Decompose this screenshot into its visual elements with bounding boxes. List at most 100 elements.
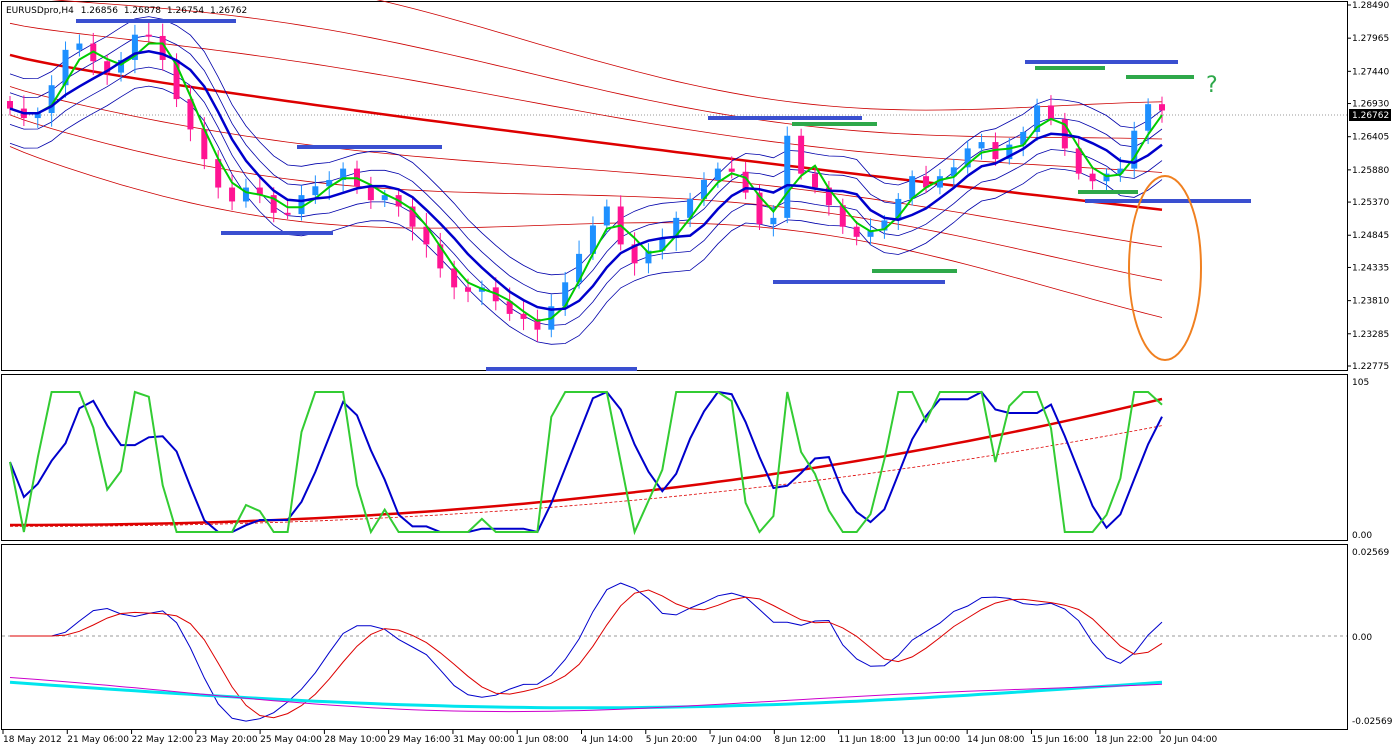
macd-long-signal [9,677,1163,713]
price-tick-label: 1.22775 [1352,362,1389,372]
ohlc-low: 1.26754 [167,6,204,16]
price-tick-label: 1.25880 [1352,166,1389,176]
candle-bull [1145,104,1152,131]
candle-bear [187,99,194,130]
price-tick-label: 1.23810 [1352,297,1389,307]
candle-bear [270,195,277,213]
envelope-lower [9,114,1163,281]
candle-bear [534,318,541,330]
candle-bull [895,198,902,221]
candle-bull [950,167,957,177]
candle-bear [1075,148,1082,174]
candle-bull [714,168,721,180]
time-tick-label: 18 Jun 22:00 [1096,735,1153,745]
candle-bull [1020,131,1027,145]
time-tick-label: 8 Jun 12:00 [774,735,826,745]
time-tick-label: 14 Jun 08:00 [967,735,1024,745]
price-tick-label: 1.26405 [1352,133,1389,143]
stochastic-lines [9,390,1163,536]
candle-bear [451,268,458,288]
candle-bear [1159,104,1165,111]
candle-bear [853,226,860,237]
time-tick-label: 1 Jun 08:00 [517,735,569,745]
candle-bull [659,238,666,251]
time-tick-label: 18 May 2012 [3,735,62,745]
candle-bull [1131,130,1138,169]
candle-bull [1034,105,1041,132]
price-tick-label: 1.27965 [1352,34,1389,44]
candle-bull [312,186,319,196]
candle-bear [825,187,832,206]
candle-bear [742,171,749,193]
ohlc-open: 1.26856 [81,6,118,16]
candle-bear [7,101,13,109]
price-tick-label: 1.28490 [1352,1,1389,11]
macd-signal-line [10,589,1163,719]
envelope-upper [376,0,1163,111]
candle-bull [298,195,305,215]
price-axis: 1.28490 1.27965 1.27440 1.26930 1.26405 1.258… [1347,1,1389,372]
band-lower [9,66,1163,326]
candle-bear [256,187,263,196]
envelope-lines [9,0,1163,318]
candle-bear [728,168,735,172]
candle-bear [159,35,166,60]
candle-bear [1047,105,1054,120]
macd-long-line [9,680,1163,710]
current-price-box [1349,109,1391,121]
candle-bull [784,135,791,218]
candle-bull [603,206,610,226]
candle-bear [437,244,444,269]
macd-tick-zero: 0.00 [1352,633,1372,643]
time-tick-label: 20 Jun 04:00 [1160,735,1217,745]
stochastic-tick-top: 105 [1352,378,1369,388]
time-tick-label: 22 May 12:00 [132,735,194,745]
candle-bear [367,186,374,201]
main-panel [1,1,1348,371]
moving-averages [9,42,1163,322]
candle-bull [48,85,55,114]
time-tick-label: 15 Jun 16:00 [1031,735,1088,745]
candle-bear [923,176,930,188]
stoch-k-line [9,390,1163,536]
candle-bull [964,148,971,168]
question-mark-annotation: ? [1206,73,1218,98]
candle-bear [465,287,472,292]
current-price-label: 1.26762 [1352,111,1389,121]
macd-tick-bottom: -0.02569 [1352,717,1393,727]
envelope-lower [9,146,1163,318]
time-tick-label: 23 May 20:00 [196,735,258,745]
candle-bear [284,212,291,215]
price-tick-label: 1.27440 [1352,67,1389,77]
stochastic-tick-bottom: 0.00 [1352,531,1372,541]
time-tick-label: 13 Jun 00:00 [903,735,960,745]
candle-bull [645,250,652,264]
candle-bull [909,176,916,199]
highlight-ellipse [1128,175,1202,361]
candle-bull [1006,144,1013,160]
candle-bull [381,195,388,201]
stoch-trend-line [10,397,1163,527]
candle-bear [215,159,222,188]
candle-bull [562,282,569,307]
time-tick-label: 4 Jun 14:00 [582,735,634,745]
level-lines [76,19,1251,371]
candle-bear [1089,173,1096,182]
candle-bear [506,301,513,314]
price-tick-label: 1.25370 [1352,198,1389,208]
candle-bull [700,179,707,199]
candle-bear [798,135,805,174]
candle-bull [936,176,943,188]
candle-bear [812,173,819,188]
time-tick-label: 31 May 00:00 [453,735,515,745]
macd-tick-top: 0.02569 [1352,548,1389,558]
candle-bull [673,217,680,239]
time-tick-label: 28 May 10:00 [324,735,386,745]
price-tick-label: 1.23285 [1352,330,1389,340]
candle-bull [881,220,888,231]
ma-fast-line [9,42,1163,322]
candle-bull [978,142,985,149]
ohlc-close: 1.26762 [210,6,247,16]
candle-bear [409,206,416,227]
